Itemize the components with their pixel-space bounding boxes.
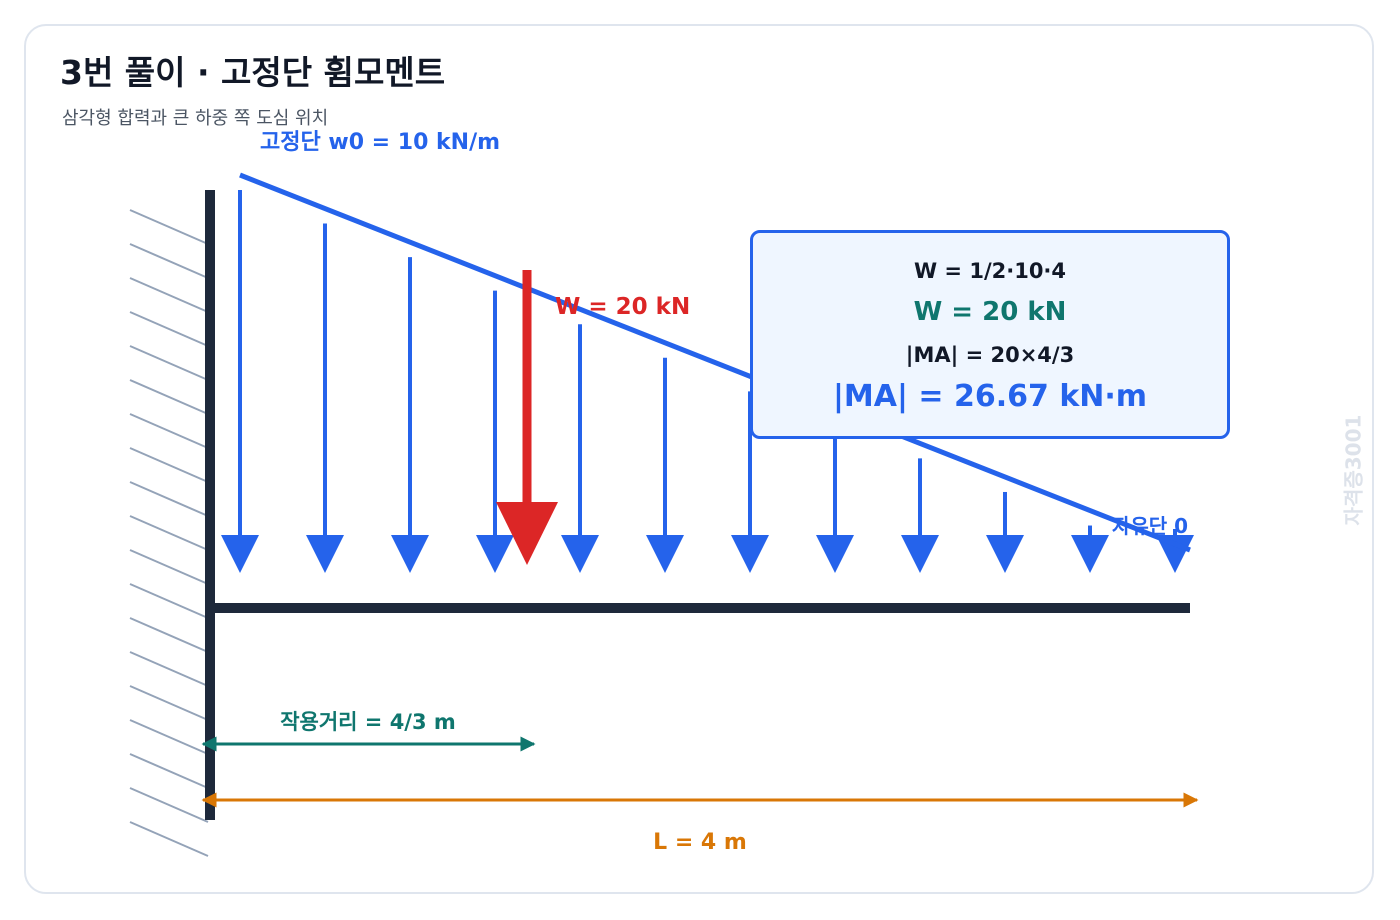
load-arrow [306, 223, 344, 573]
resultant-label: W = 20 kN [555, 294, 690, 320]
calculation-box: W = 1/2·10·4 W = 20 kN |MA| = 20×4/3 |MA… [750, 230, 1230, 439]
moment-result: |MA| = 26.67 kN·m [832, 379, 1148, 414]
watermark: 자격증3001 [1341, 414, 1366, 526]
page-title: 3번 풀이 · 고정단 휨모멘트 [60, 53, 446, 92]
fixed-support-hatching [129, 209, 209, 857]
resultant-force-arrow [496, 270, 558, 565]
load-intensity-line [239, 172, 1191, 553]
distributed-load-arrows [221, 190, 1194, 573]
resultant-result: W = 20 kN [913, 297, 1067, 327]
hatch-line [129, 311, 209, 347]
hatch-line [129, 481, 209, 517]
hatch-line [129, 685, 209, 721]
load-arrow [1156, 529, 1194, 573]
load-arrow [221, 190, 259, 573]
hatch-line [129, 413, 209, 449]
arm-label: 작용거리 = 4/3 m [280, 710, 456, 734]
length-label: L = 4 m [653, 830, 747, 855]
hatch-line [129, 447, 209, 483]
hatch-line [129, 549, 209, 585]
hatch-line [129, 821, 209, 857]
resultant-formula: W = 1/2·10·4 [913, 259, 1067, 283]
load-arrow [561, 324, 599, 573]
hatch-line [129, 515, 209, 551]
moment-formula: |MA| = 20×4/3 [905, 343, 1075, 367]
load-arrow [816, 424, 854, 573]
hatch-line [129, 719, 209, 755]
w0-label: 고정단 w0 = 10 kN/m [260, 130, 500, 155]
hatch-line [129, 379, 209, 415]
free-end-label: 자유단 0 [1112, 514, 1188, 538]
load-arrow [476, 290, 514, 573]
hatch-line [129, 787, 209, 823]
hatch-line [129, 753, 209, 789]
hatch-line [129, 583, 209, 619]
load-arrow [391, 257, 429, 573]
load-arrow [901, 458, 939, 573]
hatch-line [129, 277, 209, 313]
hatch-line [129, 617, 209, 653]
load-arrow [1071, 525, 1109, 573]
hatch-line [129, 345, 209, 381]
hatch-line [129, 243, 209, 279]
load-arrow [986, 491, 1024, 573]
page-subtitle: 삼각형 합력과 큰 하중 쪽 도심 위치 [62, 108, 329, 129]
load-arrow [646, 357, 684, 573]
hatch-line [129, 209, 209, 245]
hatch-line [129, 651, 209, 687]
